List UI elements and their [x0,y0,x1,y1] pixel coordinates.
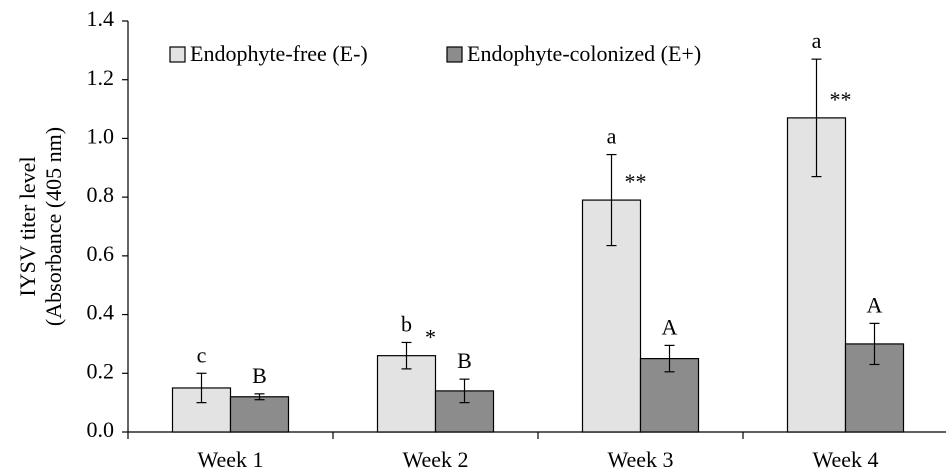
group-letter: B [457,348,472,373]
group-letter: B [252,363,267,388]
x-tick-label: Week 4 [812,447,878,472]
y-tick-label: 1.2 [87,65,115,90]
significance-mark: * [425,325,436,350]
y-tick-label: 0.0 [87,417,115,442]
group-letter: b [401,312,412,337]
group-letter: a [812,28,822,53]
legend-label: Endophyte-free (E-) [190,41,368,66]
x-tick-label: Week 1 [197,447,263,472]
legend-swatch [169,46,186,63]
significance-mark: ** [830,87,852,112]
y-axis-label: (Absorbance (405 nm) [41,127,66,326]
group-letter: a [607,124,617,149]
bar [229,396,290,433]
y-tick-label: 1.0 [87,123,115,148]
legend-label: Endophyte-colonized (E+) [467,41,701,66]
legend-swatch [446,46,463,63]
y-tick-label: 0.4 [87,300,115,325]
group-letter: A [662,314,678,339]
significance-mark: ** [625,169,647,194]
y-tick-label: 1.4 [87,6,115,31]
y-tick-label: 0.2 [87,358,115,383]
group-letter: A [867,292,883,317]
y-tick-label: 0.8 [87,182,115,207]
group-letter: c [197,342,207,367]
x-tick-label: Week 2 [402,447,468,472]
y-tick-label: 0.6 [87,241,115,266]
x-tick-label: Week 3 [607,447,673,472]
y-axis-label: IYSV titer level [15,156,40,296]
